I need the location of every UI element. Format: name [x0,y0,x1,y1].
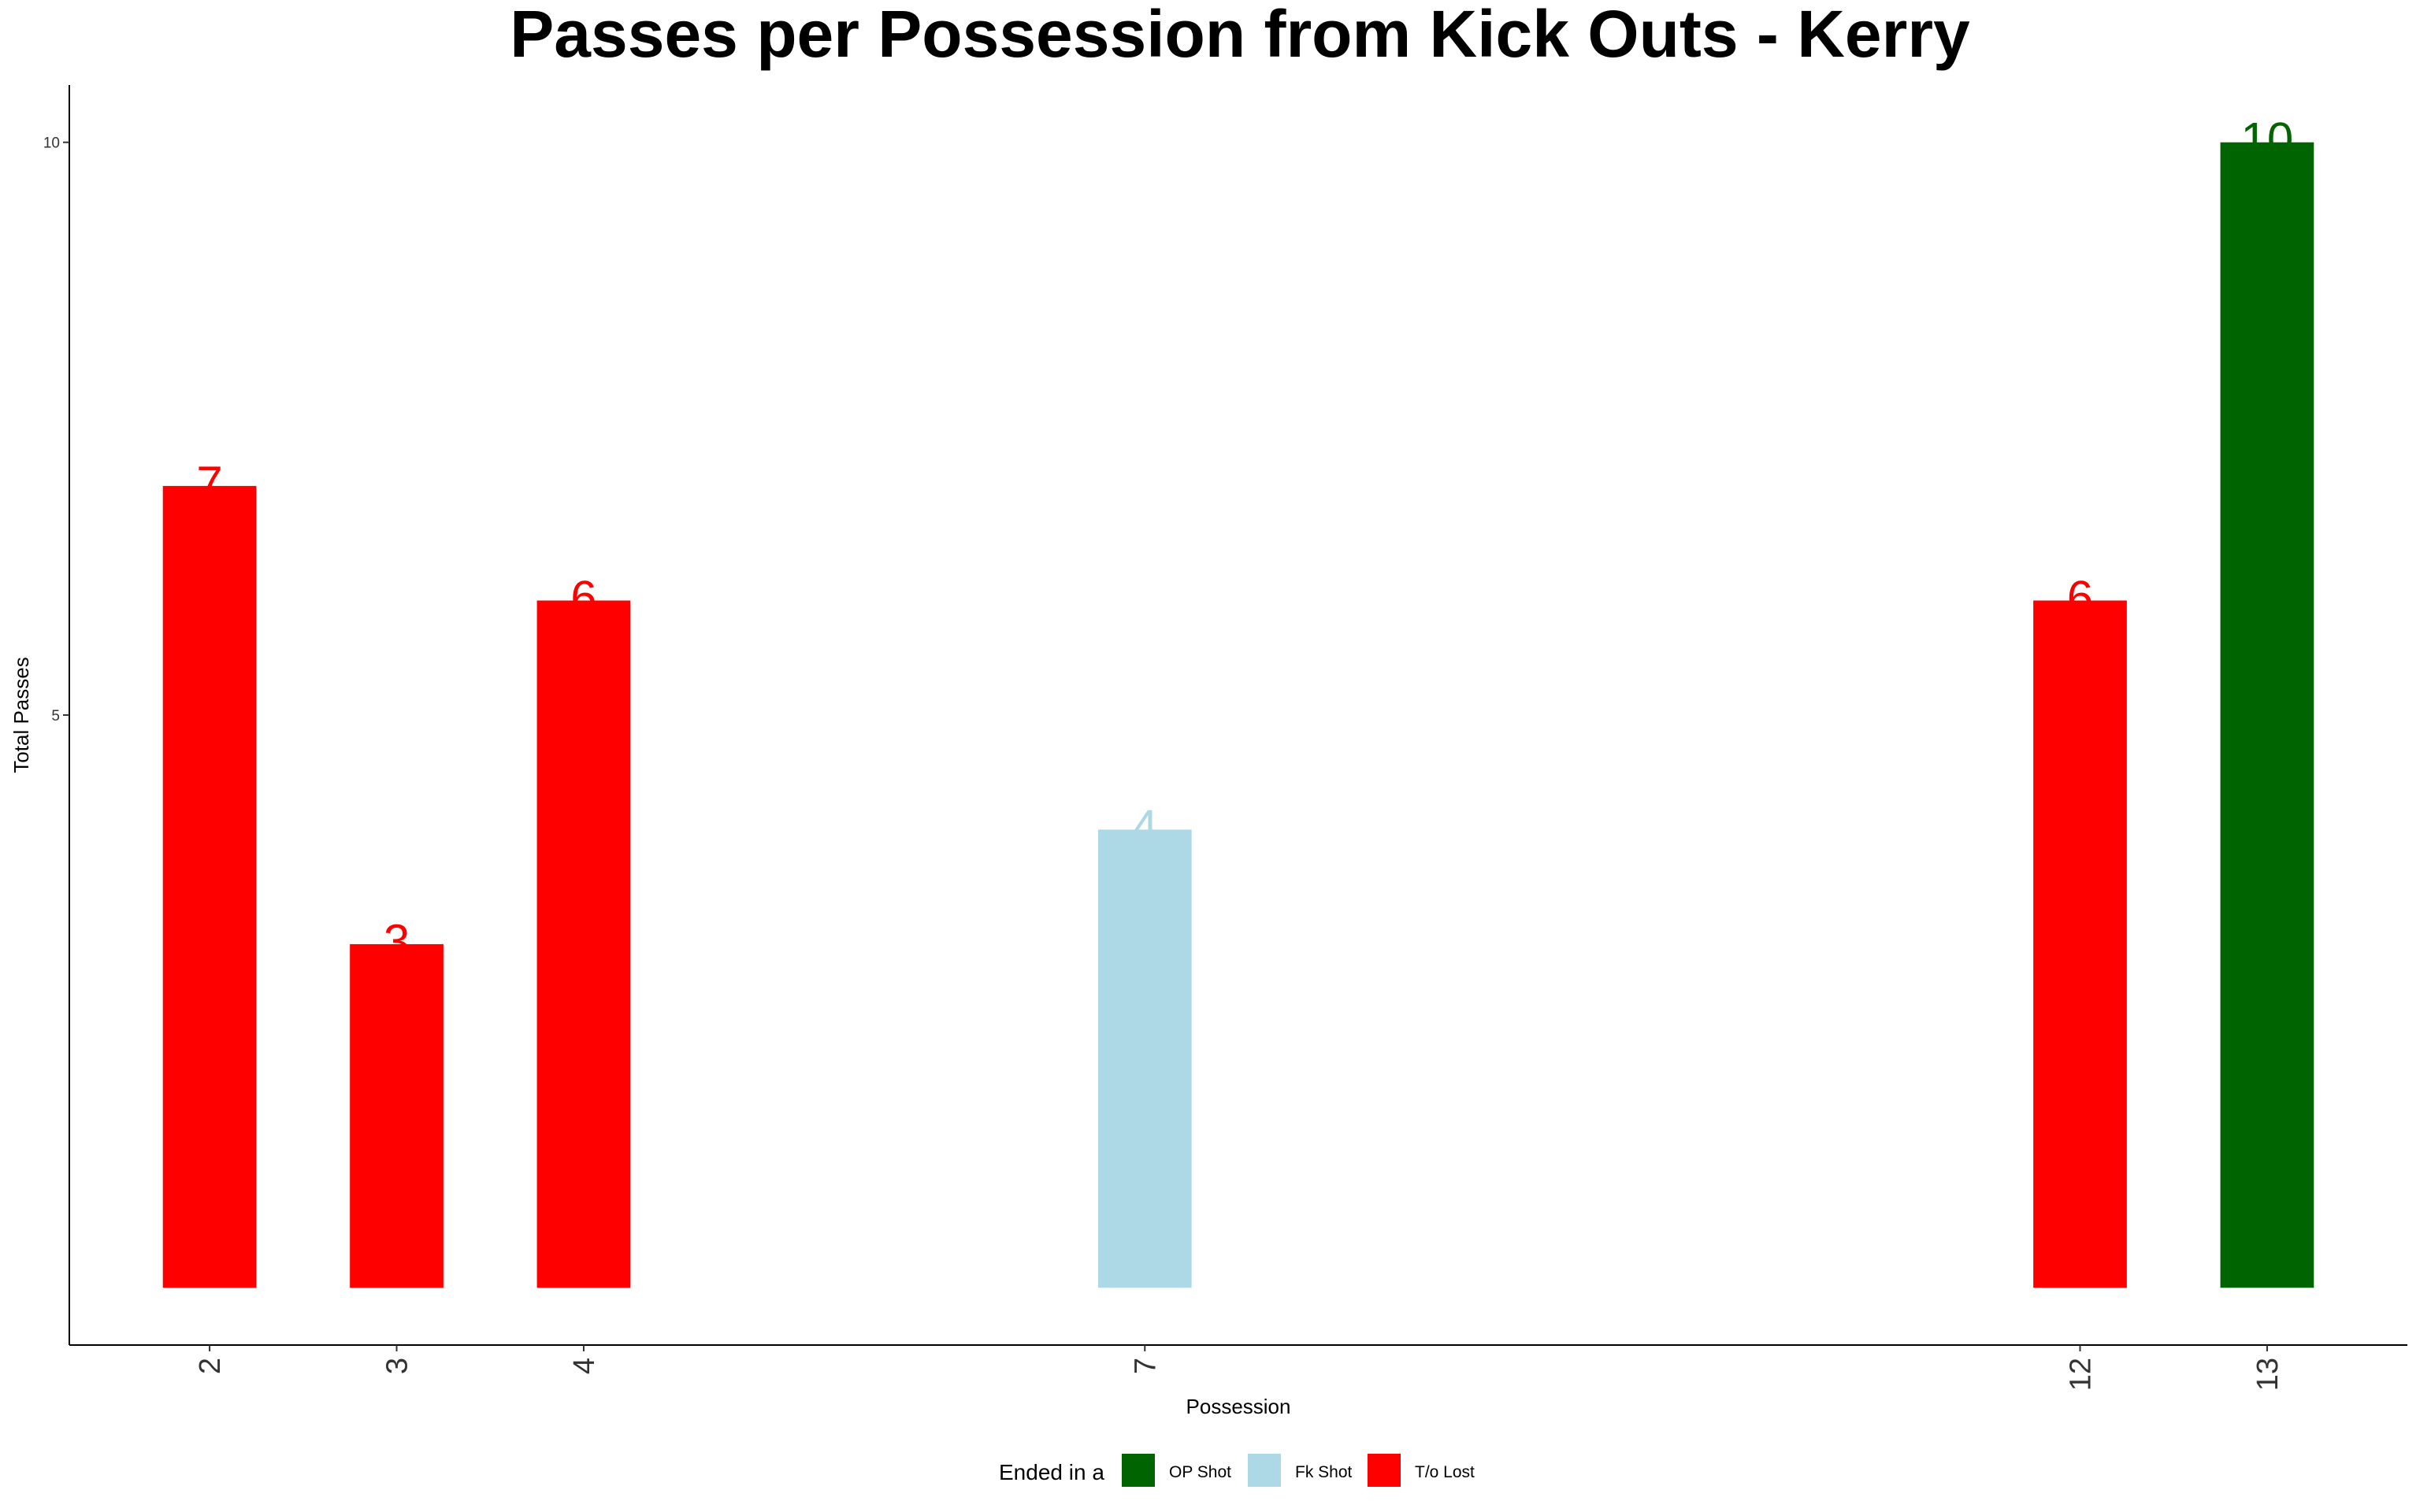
legend-label: Fk Shot [1295,1463,1353,1481]
legend-swatch-t-o-lost [1368,1454,1401,1487]
x-axis-ticks: 2 3 4 7 12 13 [194,1345,2285,1391]
y-tick-label: 5 [51,708,60,724]
data-label-possession-2: 7 [196,457,222,510]
bar-possession-3 [350,943,444,1288]
x-tick-label: 12 [2064,1358,2097,1391]
x-axis-label: Possession [1186,1395,1291,1418]
bar-possession-13 [2220,142,2314,1288]
bar-possession-12 [2033,600,2127,1288]
legend-label: OP Shot [1169,1463,1231,1481]
legend: Ended in a OP Shot Fk Shot T/o Lost [999,1454,1475,1487]
data-label-possession-12: 6 [2067,572,2093,624]
x-tick-label: 13 [2251,1358,2285,1391]
legend-swatch-op-shot [1122,1454,1155,1487]
bar-possession-7 [1097,829,1192,1288]
bar-possession-4 [536,600,631,1288]
bar-possession-2 [162,486,257,1288]
y-axis-ticks: 5 10 [43,135,69,724]
legend-title: Ended in a [999,1460,1104,1484]
data-label-possession-7: 4 [1132,800,1158,853]
x-tick-label: 3 [381,1358,414,1374]
legend-swatch-fk-shot [1248,1454,1281,1487]
x-tick-label: 2 [194,1358,227,1374]
y-axis-label: Total Passes [9,657,33,773]
y-tick-label: 10 [43,135,60,152]
data-label-possession-13: 10 [2241,113,2294,166]
chart-title: Passes per Possession from Kick Outs - K… [510,0,1970,71]
plot-area: 7 3 6 4 6 10 [162,113,2314,1288]
data-label-possession-3: 3 [384,915,410,968]
data-label-possession-4: 6 [570,572,596,624]
x-tick-label: 7 [1129,1358,1162,1374]
legend-label: T/o Lost [1415,1463,1475,1481]
x-tick-label: 4 [568,1358,601,1374]
